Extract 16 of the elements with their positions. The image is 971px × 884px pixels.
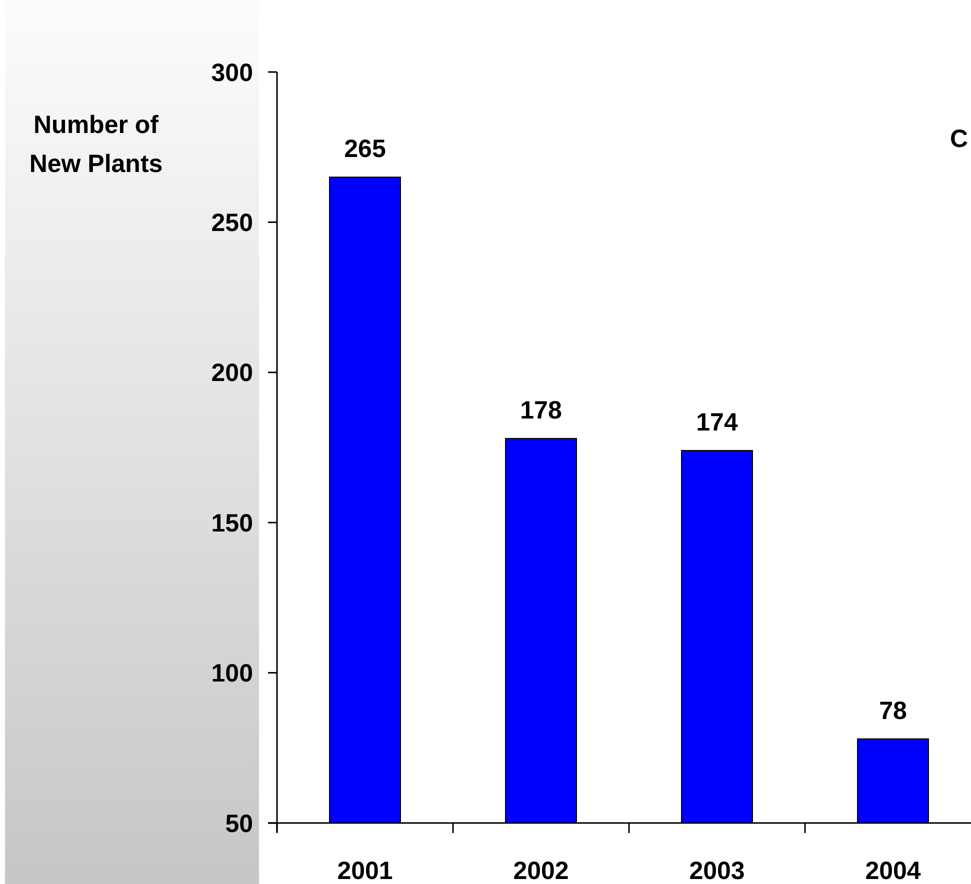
data-label: 178 bbox=[520, 396, 562, 424]
y-tick-label: 250 bbox=[211, 208, 253, 237]
y-tick-label: 200 bbox=[211, 359, 253, 388]
y-axis-title: Number of New Plants bbox=[29, 111, 163, 178]
y-tick-label: 300 bbox=[211, 58, 253, 87]
y-tick-label: 100 bbox=[211, 660, 253, 688]
y-tick-label: 50 bbox=[225, 810, 253, 838]
data-label: 265 bbox=[344, 135, 386, 164]
data-label: 174 bbox=[696, 408, 738, 437]
annotation: C bbox=[950, 125, 968, 153]
x-tick-label: 2002 bbox=[513, 857, 569, 884]
y-tick-label: 150 bbox=[211, 509, 253, 538]
x-tick-label: 2004 bbox=[865, 857, 921, 884]
x-tick-label: 2001 bbox=[337, 857, 393, 884]
data-label: 78 bbox=[879, 696, 907, 725]
x-tick-label: 2003 bbox=[689, 857, 745, 884]
